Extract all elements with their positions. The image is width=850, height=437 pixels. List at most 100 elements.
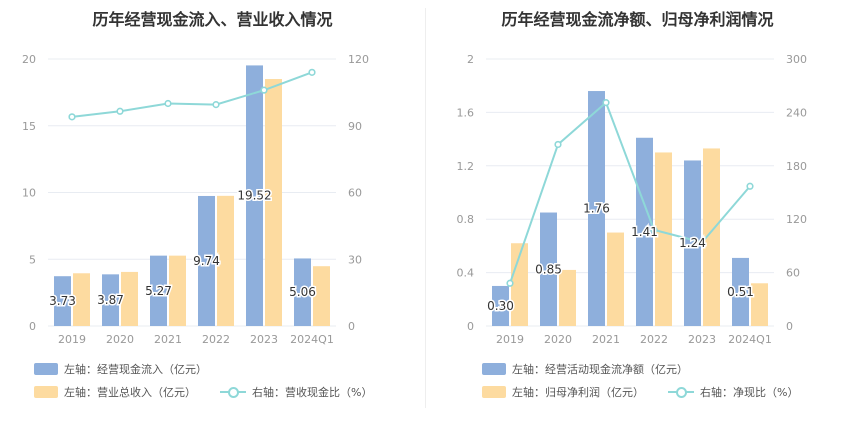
- legend-swatch: [34, 386, 58, 398]
- x-tick-label: 2021: [592, 333, 620, 346]
- x-tick-label: 2023: [688, 333, 716, 346]
- y-right-tick-label: 120: [348, 53, 369, 66]
- legend-item[interactable]: 右轴：净现比（%）: [668, 384, 798, 400]
- bar-series-2: [751, 283, 768, 326]
- bar-series-1: [588, 91, 605, 326]
- legend-label: 右轴：营收现金比（%）: [252, 386, 373, 399]
- legend-label: 左轴：经营现金流入（亿元）: [64, 363, 207, 376]
- bar-series-2: [703, 148, 720, 326]
- bar-series-2: [73, 273, 90, 326]
- bar-series-1: [246, 65, 263, 327]
- bar-series-1: [684, 160, 701, 326]
- x-tick-label: 2022: [640, 333, 668, 346]
- y-right-tick-label: 90: [348, 120, 362, 133]
- bar-series-2: [511, 243, 528, 326]
- bar-series-1: [198, 195, 215, 326]
- line-legend-icon: [668, 386, 694, 398]
- panel-divider: [425, 8, 426, 408]
- bar-series-1: [636, 137, 653, 326]
- bar-data-label: 9.74: [193, 254, 220, 268]
- x-tick-label: 2020: [106, 333, 134, 346]
- line-point: [68, 113, 76, 121]
- y-left-tick-label: 2: [467, 53, 474, 66]
- y-left-tick-label: 15: [22, 120, 36, 133]
- bar-series-2: [559, 269, 576, 326]
- y-left-tick-label: 1.2: [457, 160, 475, 173]
- bar-data-label: 0.51: [727, 285, 754, 299]
- line-point: [506, 279, 514, 287]
- bar-series-1: [150, 255, 167, 326]
- y-left-tick-label: 0.8: [457, 213, 475, 226]
- x-tick-label: 2021: [154, 333, 182, 346]
- x-tick-label: 2024Q1: [290, 333, 334, 346]
- chart-panel-left: 历年经营现金流入、营业收入情况 0 5 10 15 20 0 30 60 90 120 2019 20…: [22, 10, 372, 400]
- bar-series-2: [313, 266, 330, 326]
- line-point: [164, 99, 172, 108]
- line-series: [71, 71, 313, 118]
- legend: 左轴：经营活动现金流净额（亿元） 左轴：归母净利润（亿元） 右轴：净现比（%）: [482, 361, 842, 401]
- y-right-tick-label: 0: [348, 320, 355, 333]
- bar-data-label: 5.06: [289, 285, 316, 299]
- y-left-tick-label: 0: [29, 320, 36, 333]
- bar-data-label: 1.76: [583, 202, 610, 216]
- y-right-tick-label: 0: [786, 320, 793, 333]
- x-tick-label: 2019: [496, 333, 524, 346]
- line-point: [602, 99, 610, 107]
- line-point: [116, 107, 124, 115]
- bar-series-2: [265, 79, 282, 327]
- legend-item[interactable]: 左轴：归母净利润（亿元）: [482, 384, 644, 400]
- legend-label: 左轴：经营活动现金流净额（亿元）: [512, 363, 688, 376]
- line-point: [212, 101, 220, 109]
- line-point: [260, 86, 268, 94]
- legend-item[interactable]: 左轴：经营现金流入（亿元）: [34, 361, 207, 377]
- bar-series-1: [54, 276, 71, 326]
- y-left-tick-label: 1.6: [457, 106, 475, 119]
- line-point: [650, 226, 658, 234]
- line-series: [509, 100, 751, 284]
- y-right-tick-label: 180: [786, 160, 807, 173]
- bar-series-1: [540, 212, 557, 326]
- bar-series-1: [492, 285, 509, 326]
- chart-title: 历年经营现金流入、营业收入情况: [92, 10, 333, 29]
- bar-data-label: 3.73: [49, 294, 76, 308]
- x-tick-label: 2020: [544, 333, 572, 346]
- chart-svg: 0 5 10 15 20 0 30 60 90 120 2019 2020 2021 2022 2023 20…: [22, 53, 369, 346]
- legend-swatch: [34, 363, 58, 375]
- bar-series-2: [169, 255, 186, 326]
- legend-label: 右轴：净现比（%）: [700, 386, 799, 399]
- x-tick-label: 2019: [58, 333, 86, 346]
- y-right-tick-label: 240: [786, 106, 807, 119]
- bar-series-2: [121, 271, 138, 326]
- line-point: [308, 68, 316, 76]
- chart-panel-right: 历年经营现金流净额、归母净利润情况 0 0.4 0.8 1.2 1.6 2 0 60 120 18…: [425, 0, 850, 437]
- bar-data-label: 3.87: [97, 293, 124, 307]
- legend-swatch: [482, 363, 506, 375]
- y-right-tick-label: 60: [348, 187, 362, 200]
- bar-data-label: 1.41: [631, 225, 658, 239]
- legend-label: 左轴：营业总收入（亿元）: [64, 386, 196, 399]
- y-left-tick-label: 5: [29, 253, 36, 266]
- y-left-tick-label: 0: [467, 320, 474, 333]
- x-tick-label: 2023: [250, 333, 278, 346]
- bar-data-label: 1.24: [679, 236, 706, 250]
- chart-svg: 0 0.4 0.8 1.2 1.6 2 0 60 120 180 240 300 2019 2020 202…: [457, 53, 808, 346]
- bar-data-label: 0.30: [487, 299, 514, 313]
- y-left-tick-label: 20: [22, 53, 36, 66]
- y-left-tick-label: 10: [22, 187, 36, 200]
- bar-series-1: [102, 274, 119, 326]
- bar-series-1: [732, 257, 749, 326]
- bar-series-2: [217, 195, 234, 326]
- y-right-tick-label: 60: [786, 267, 800, 280]
- x-tick-label: 2022: [202, 333, 230, 346]
- bar-series-1: [294, 258, 311, 326]
- y-left-tick-label: 0.4: [457, 267, 475, 280]
- bar-data-label: 5.27: [145, 284, 172, 298]
- legend-item[interactable]: 右轴：营收现金比（%）: [220, 384, 372, 400]
- legend-label: 左轴：归母净利润（亿元）: [512, 386, 644, 399]
- y-right-tick-label: 120: [786, 213, 807, 226]
- legend-item[interactable]: 左轴：经营活动现金流净额（亿元）: [482, 361, 688, 377]
- line-point: [698, 238, 706, 246]
- x-tick-label: 2024Q1: [728, 333, 772, 346]
- legend-item[interactable]: 左轴：营业总收入（亿元）: [34, 384, 196, 400]
- bar-data-label: 19.52: [237, 189, 271, 203]
